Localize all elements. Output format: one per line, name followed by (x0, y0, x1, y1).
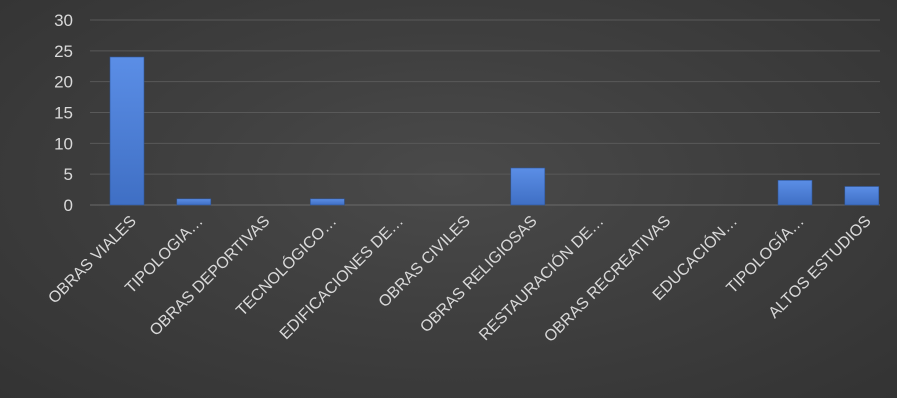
bars (109, 56, 880, 206)
y-tick-label: 10 (54, 134, 73, 153)
y-tick-label: 30 (54, 11, 73, 30)
bar (777, 180, 813, 206)
y-tick-label: 0 (64, 196, 73, 215)
bar (844, 186, 880, 206)
bar (510, 167, 546, 206)
bar (310, 198, 345, 206)
x-tick-label: OBRAS VIALES (45, 213, 139, 307)
y-tick-label: 5 (64, 165, 73, 184)
x-tick-label: OBRAS DEPORTIVAS (147, 213, 274, 340)
y-tick-label: 15 (54, 104, 73, 123)
y-tick-label: 25 (54, 42, 73, 61)
x-tick-label: OBRAS RECREATIVAS (541, 213, 674, 346)
x-tick-label: RESTAURACIÓN DE… (475, 211, 608, 344)
gridlines (90, 19, 880, 206)
bar (109, 56, 145, 206)
y-axis-ticks: 0 5 10 15 20 25 30 (54, 11, 73, 215)
y-tick-label: 20 (54, 73, 73, 92)
bar (176, 198, 212, 206)
x-tick-label: OBRAS RELIGIOSAS (417, 213, 540, 336)
x-tick-label: EDIFICACIONES DE… (277, 213, 407, 343)
